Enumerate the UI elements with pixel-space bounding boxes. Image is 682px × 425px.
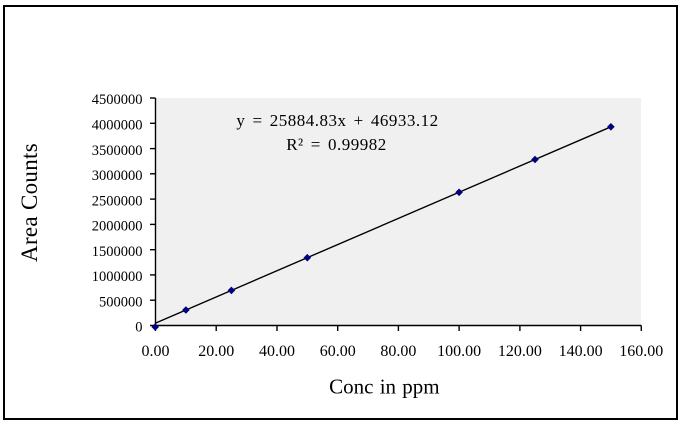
svg-text:R² = 0.99982: R² = 0.99982 xyxy=(286,135,387,154)
svg-text:120.00: 120.00 xyxy=(498,343,542,360)
svg-text:y = 25884.83x + 46933.12: y = 25884.83x + 46933.12 xyxy=(236,111,438,130)
svg-text:1500000: 1500000 xyxy=(92,244,143,260)
svg-text:140.00: 140.00 xyxy=(559,343,603,360)
svg-text:1000000: 1000000 xyxy=(92,269,143,285)
svg-text:80.00: 80.00 xyxy=(380,343,416,360)
svg-text:20.00: 20.00 xyxy=(198,343,234,360)
svg-text:160.00: 160.00 xyxy=(619,343,663,360)
svg-text:4500000: 4500000 xyxy=(92,92,143,108)
svg-text:Area Counts: Area Counts xyxy=(17,143,42,262)
svg-text:2500000: 2500000 xyxy=(92,193,143,209)
svg-text:100.00: 100.00 xyxy=(437,343,481,360)
svg-text:60.00: 60.00 xyxy=(320,343,356,360)
svg-text:4000000: 4000000 xyxy=(92,118,143,134)
svg-text:3500000: 3500000 xyxy=(92,143,143,159)
svg-text:500000: 500000 xyxy=(99,294,143,310)
svg-text:3000000: 3000000 xyxy=(92,168,143,184)
svg-text:0.00: 0.00 xyxy=(142,343,170,360)
svg-text:Conc in ppm: Conc in ppm xyxy=(329,375,440,399)
svg-text:0: 0 xyxy=(135,320,142,336)
svg-text:40.00: 40.00 xyxy=(259,343,295,360)
svg-text:2000000: 2000000 xyxy=(92,219,143,235)
